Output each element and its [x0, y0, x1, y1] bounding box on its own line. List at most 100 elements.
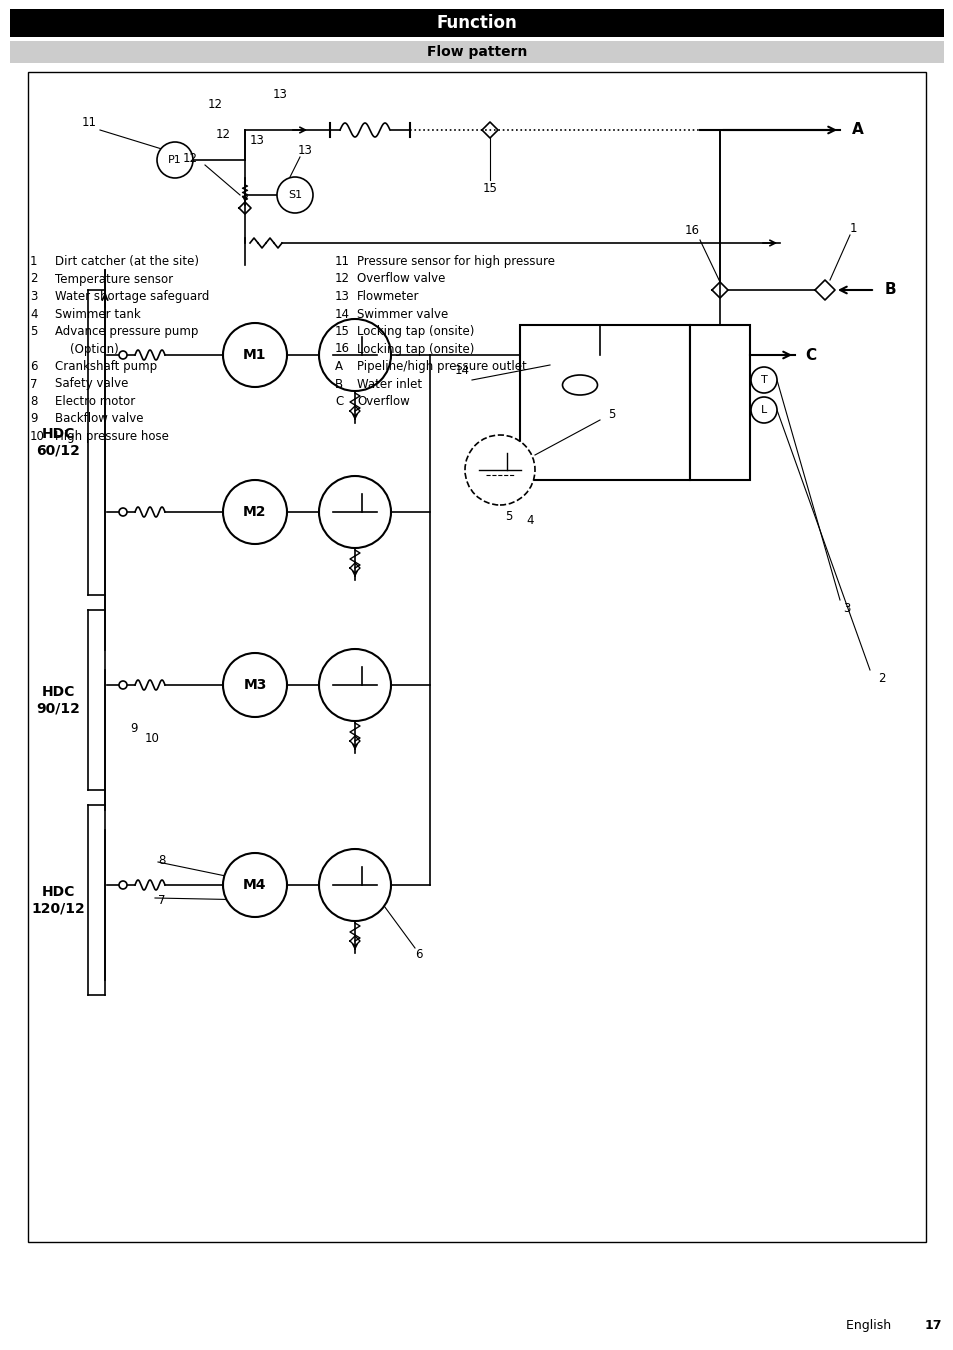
- Circle shape: [119, 882, 127, 890]
- Text: L: L: [760, 405, 766, 414]
- Text: 2: 2: [30, 273, 37, 285]
- Text: T: T: [760, 375, 766, 385]
- Text: 1: 1: [30, 255, 37, 269]
- Circle shape: [318, 319, 391, 391]
- Text: HDC
90/12: HDC 90/12: [36, 684, 80, 716]
- Text: 15: 15: [335, 325, 350, 338]
- Text: 9: 9: [30, 413, 37, 425]
- Text: Overflow valve: Overflow valve: [356, 273, 445, 285]
- Text: 6: 6: [415, 949, 422, 961]
- Text: 10: 10: [145, 732, 160, 744]
- Text: (Option): (Option): [55, 343, 118, 355]
- Text: 3: 3: [30, 290, 37, 302]
- Text: M2: M2: [243, 505, 267, 518]
- Text: Locking tap (onsite): Locking tap (onsite): [356, 343, 474, 355]
- Text: Dirt catcher (at the site): Dirt catcher (at the site): [55, 255, 199, 269]
- Text: A: A: [851, 123, 862, 138]
- Ellipse shape: [562, 375, 597, 396]
- Text: 17: 17: [923, 1319, 941, 1332]
- Text: HDC
60/12: HDC 60/12: [36, 428, 80, 458]
- Circle shape: [750, 397, 776, 423]
- Text: 1: 1: [848, 221, 856, 235]
- Text: C: C: [335, 396, 343, 408]
- Text: 14: 14: [455, 363, 470, 377]
- Text: High pressure hose: High pressure hose: [55, 431, 169, 443]
- Bar: [28, 72, 925, 1242]
- Text: 4: 4: [30, 308, 37, 320]
- Text: 2: 2: [877, 671, 884, 684]
- Text: Swimmer tank: Swimmer tank: [55, 308, 141, 320]
- Text: 12: 12: [215, 128, 231, 142]
- Text: 13: 13: [273, 89, 287, 101]
- Circle shape: [223, 653, 287, 717]
- Text: 8: 8: [158, 853, 165, 867]
- Circle shape: [464, 435, 535, 505]
- Text: Backflow valve: Backflow valve: [55, 413, 143, 425]
- Circle shape: [157, 142, 193, 178]
- Text: Locking tap (onsite): Locking tap (onsite): [356, 325, 474, 338]
- Text: 12: 12: [335, 273, 350, 285]
- Text: Safety valve: Safety valve: [55, 378, 129, 390]
- Text: 13: 13: [297, 144, 313, 158]
- Text: 10: 10: [30, 431, 45, 443]
- Bar: [519, 325, 689, 481]
- Text: Function: Function: [436, 14, 517, 32]
- Text: Water shortage safeguard: Water shortage safeguard: [55, 290, 209, 302]
- Circle shape: [276, 177, 313, 213]
- Text: 7: 7: [158, 894, 165, 906]
- Text: 8: 8: [30, 396, 37, 408]
- Text: 12: 12: [208, 99, 222, 112]
- Text: 13: 13: [335, 290, 350, 302]
- Text: 6: 6: [30, 360, 37, 373]
- Circle shape: [119, 680, 127, 688]
- Text: Flow pattern: Flow pattern: [426, 45, 527, 59]
- Text: 4: 4: [526, 513, 533, 526]
- Text: Water inlet: Water inlet: [356, 378, 421, 390]
- Text: B: B: [884, 282, 896, 297]
- Text: 5: 5: [607, 409, 615, 421]
- Text: Overflow: Overflow: [356, 396, 410, 408]
- Text: Swimmer valve: Swimmer valve: [356, 308, 448, 320]
- Text: 15: 15: [482, 181, 497, 194]
- Circle shape: [750, 367, 776, 393]
- Text: S1: S1: [288, 190, 302, 200]
- Text: A: A: [335, 360, 343, 373]
- Text: P1: P1: [168, 155, 182, 165]
- Circle shape: [223, 481, 287, 544]
- Text: 16: 16: [335, 343, 350, 355]
- Text: Flowmeter: Flowmeter: [356, 290, 419, 302]
- Text: 11: 11: [82, 116, 97, 128]
- Text: Pressure sensor for high pressure: Pressure sensor for high pressure: [356, 255, 555, 269]
- Text: 9: 9: [130, 721, 137, 734]
- Bar: [689, 325, 749, 481]
- Text: Pipeline/high pressure outlet: Pipeline/high pressure outlet: [356, 360, 526, 373]
- Text: 7: 7: [30, 378, 37, 390]
- Text: C: C: [804, 347, 815, 363]
- Text: 16: 16: [684, 224, 699, 236]
- Circle shape: [318, 477, 391, 548]
- Text: B: B: [335, 378, 343, 390]
- Text: M4: M4: [243, 878, 267, 892]
- Circle shape: [318, 849, 391, 921]
- Circle shape: [223, 323, 287, 387]
- Circle shape: [119, 508, 127, 516]
- Text: M1: M1: [243, 348, 267, 362]
- Text: Advance pressure pump: Advance pressure pump: [55, 325, 198, 338]
- Circle shape: [318, 649, 391, 721]
- Text: 14: 14: [335, 308, 350, 320]
- Text: Temperature sensor: Temperature sensor: [55, 273, 172, 285]
- Text: English: English: [845, 1319, 894, 1332]
- Text: 5: 5: [504, 510, 512, 524]
- Text: 3: 3: [842, 602, 849, 614]
- Text: Crankshaft pump: Crankshaft pump: [55, 360, 157, 373]
- Bar: [10, 9, 943, 36]
- Circle shape: [119, 351, 127, 359]
- Text: 5: 5: [30, 325, 37, 338]
- Bar: [10, 40, 943, 63]
- Text: 13: 13: [250, 134, 264, 147]
- Text: Electro motor: Electro motor: [55, 396, 135, 408]
- Text: 11: 11: [335, 255, 350, 269]
- Circle shape: [223, 853, 287, 917]
- Text: M3: M3: [243, 678, 267, 693]
- Text: 12: 12: [182, 151, 197, 165]
